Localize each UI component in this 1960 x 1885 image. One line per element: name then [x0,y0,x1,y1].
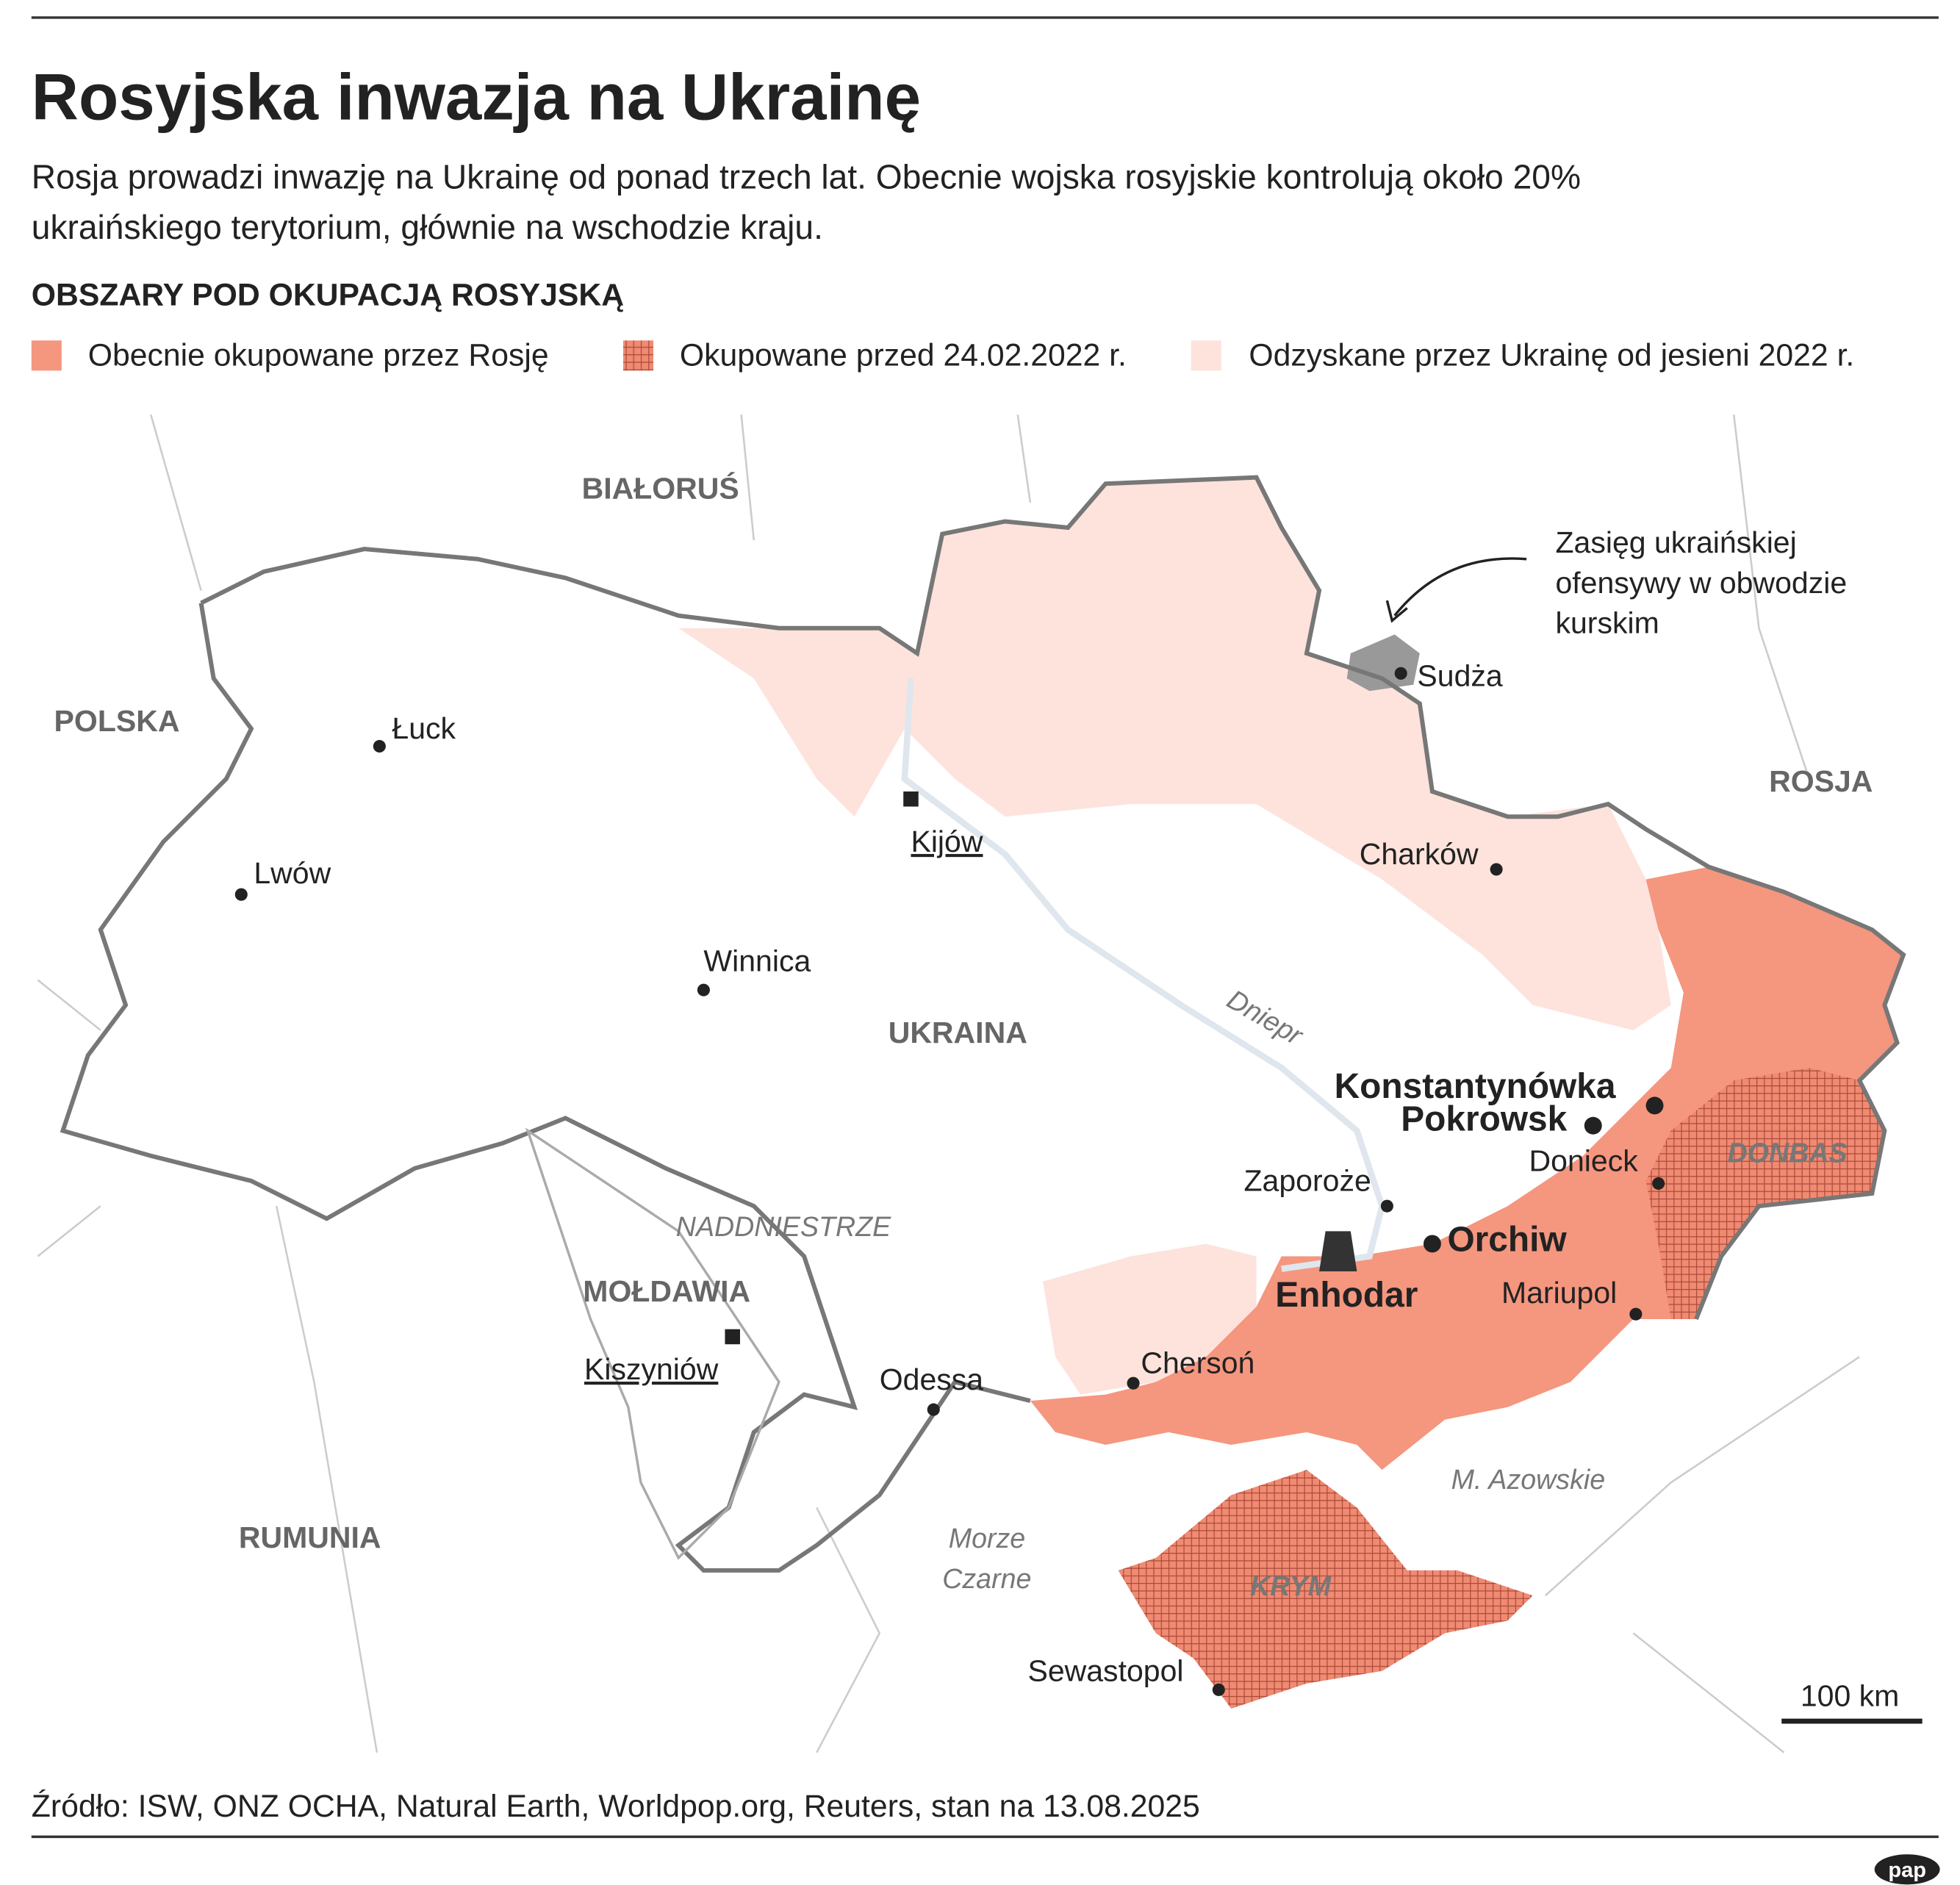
country-label: MOŁDAWIA [583,1274,750,1308]
city-markers [234,667,1665,1696]
key-city-label: Pokrowsk [1401,1100,1567,1139]
country-label: BIAŁORUŚ [582,472,739,506]
scale-label: 100 km [1801,1679,1900,1713]
annotation: ofensywy w obwodzie [1555,566,1847,600]
legend-label: Obecnie okupowane przez Rosję [88,337,549,373]
annotation-arrow [1393,557,1527,617]
logo-badge [1874,1854,1940,1885]
liberated-area [1042,1243,1257,1395]
city-label: Łuck [392,711,456,745]
ukraine-border [60,603,1031,1573]
city-label: Chersoń [1141,1346,1254,1380]
map: BIAŁORUŚ POLSKA ROSJA UKRAINA MOŁDAWIA R… [37,414,1923,1753]
country-label: ROSJA [1769,764,1873,798]
moldova-border [525,1127,780,1560]
annotation-arrowhead [1385,600,1408,623]
city-label: Winnica [703,944,811,977]
title: Rosyjska inwazja na Ukrainę [32,60,921,133]
subtitle: Rosja prowadzi inwazję na Ukrainę od pon… [32,157,1581,195]
key-city-label: Orchiw [1447,1221,1567,1260]
city-label: Zaporoże [1244,1164,1371,1198]
capital-label: Kijów [911,825,983,858]
water-label: Czarne [942,1563,1031,1594]
legend-label: Okupowane przed 24.02.2022 r. [680,337,1127,373]
city-label: Lwów [254,856,331,890]
river [901,678,1386,1272]
liberated-area [678,477,1671,1030]
region-label: DONBAS [1728,1137,1848,1168]
legend-swatch [622,340,654,371]
neighbor-border [37,414,1860,1753]
annotation: Zasięg ukraińskiej [1555,525,1796,559]
city-label: Mariupol [1501,1276,1617,1310]
capital-marker [725,1329,740,1345]
ukraine-border [200,475,1906,1321]
legend-swatch [31,340,62,371]
region-label: KRYM [1250,1570,1332,1601]
logo: pap [1888,1859,1926,1882]
country-label: POLSKA [54,704,180,738]
city-label: Donieck [1529,1143,1639,1177]
region-label: NADDNIESTRZE [676,1211,891,1242]
capital-marker [903,791,919,807]
city-label: Odessa [880,1362,984,1396]
key-city-label: Konstantynówka [1335,1067,1616,1106]
water-label: Morze [949,1523,1025,1554]
subtitle: ukraińskiego terytorium, głównie na wsch… [32,208,823,246]
donbas-area [1645,1068,1885,1320]
annotation: kurskim [1555,606,1659,640]
water-label: M. Azowskie [1451,1464,1606,1495]
city-label: Sudża [1417,658,1502,692]
crimea-area [1118,1470,1533,1709]
key-city-label: Enhodar [1275,1276,1418,1315]
source: Źródło: ISW, ONZ OCHA, Natural Earth, Wo… [32,1789,1200,1824]
legend-swatch [1191,340,1221,371]
country-label: UKRAINA [889,1016,1027,1049]
city-label: Sewastopol [1027,1654,1183,1687]
capital-label: Kiszyniów [584,1352,719,1386]
country-label: RUMUNIA [239,1520,381,1554]
power-plant-icon [1319,1231,1357,1272]
kursk-area [1346,634,1420,692]
legend-label: Odzyskane przez Ukrainę od jesieni 2022 … [1249,337,1854,373]
section-title: OBSZARY POD OKUPACJĄ ROSYJSKĄ [32,277,624,312]
city-label: Charków [1360,837,1479,871]
